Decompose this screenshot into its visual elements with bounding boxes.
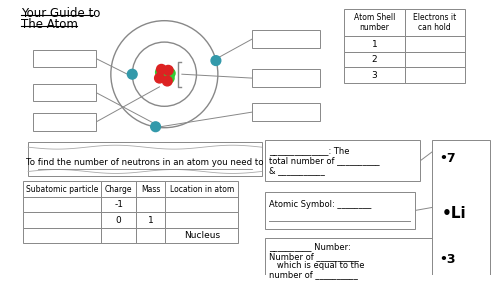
Text: Atomic Symbol: ________: Atomic Symbol: ________ xyxy=(270,200,372,209)
Text: Atom Shell
number: Atom Shell number xyxy=(354,13,395,32)
Bar xyxy=(101,181,136,197)
Text: 1: 1 xyxy=(372,40,378,49)
Text: number of __________: number of __________ xyxy=(270,270,358,279)
Bar xyxy=(252,103,320,121)
Text: total number of __________: total number of __________ xyxy=(270,156,380,165)
Bar xyxy=(404,52,465,67)
Text: To find the number of neutrons in an atom you need to: To find the number of neutrons in an ato… xyxy=(26,158,264,167)
Circle shape xyxy=(162,76,172,86)
Bar xyxy=(166,197,238,212)
Text: Subatomic particle: Subatomic particle xyxy=(26,185,99,194)
Text: ______________: The: ______________: The xyxy=(270,146,350,155)
Text: -1: -1 xyxy=(114,200,123,209)
Bar xyxy=(24,197,101,212)
Bar xyxy=(24,212,101,228)
Text: Nucleus: Nucleus xyxy=(184,231,220,240)
Bar xyxy=(404,67,465,83)
Text: •7: •7 xyxy=(440,152,456,165)
Circle shape xyxy=(128,69,137,79)
Bar xyxy=(24,228,101,243)
Circle shape xyxy=(156,67,166,77)
Text: 0: 0 xyxy=(116,216,121,225)
Text: 1: 1 xyxy=(148,216,154,225)
Circle shape xyxy=(158,70,168,80)
Bar xyxy=(344,36,405,52)
Bar xyxy=(264,192,416,229)
Text: •Li: •Li xyxy=(442,205,466,221)
Bar xyxy=(252,30,320,48)
Circle shape xyxy=(211,56,221,65)
Bar xyxy=(101,197,136,212)
Text: Location in atom: Location in atom xyxy=(170,185,234,194)
Bar xyxy=(24,181,101,197)
Bar xyxy=(33,113,96,131)
Text: •3: •3 xyxy=(440,253,456,266)
Text: 2: 2 xyxy=(372,55,378,64)
Text: Your Guide to: Your Guide to xyxy=(22,7,101,20)
Circle shape xyxy=(166,68,175,78)
Circle shape xyxy=(154,73,164,83)
Text: Electrons it
can hold: Electrons it can hold xyxy=(413,13,457,32)
Bar xyxy=(252,69,320,87)
Text: Charge: Charge xyxy=(105,185,132,194)
Circle shape xyxy=(156,64,166,74)
Bar xyxy=(344,9,405,36)
Bar xyxy=(101,228,136,243)
Bar xyxy=(33,50,96,67)
Bar xyxy=(264,238,435,275)
Text: 3: 3 xyxy=(372,71,378,80)
Bar xyxy=(28,142,262,176)
Bar xyxy=(344,67,405,83)
Bar xyxy=(264,140,420,181)
Text: which is equal to the: which is equal to the xyxy=(270,261,365,270)
Bar xyxy=(33,84,96,101)
Bar xyxy=(136,212,166,228)
Bar xyxy=(166,228,238,243)
Text: Number of __________: Number of __________ xyxy=(270,252,360,261)
Text: & ___________: & ___________ xyxy=(270,166,326,175)
Bar xyxy=(166,181,238,197)
Bar xyxy=(344,52,405,67)
Bar xyxy=(136,181,166,197)
Bar xyxy=(136,197,166,212)
Bar xyxy=(136,228,166,243)
Bar xyxy=(404,36,465,52)
Text: __________ Number:: __________ Number: xyxy=(270,243,351,251)
Bar xyxy=(166,212,238,228)
Bar xyxy=(101,212,136,228)
Circle shape xyxy=(164,65,173,75)
Bar xyxy=(404,9,465,36)
Circle shape xyxy=(164,73,174,83)
Text: The Atom: The Atom xyxy=(22,18,78,31)
Bar xyxy=(432,140,490,275)
Circle shape xyxy=(150,122,160,132)
Text: Mass: Mass xyxy=(141,185,161,194)
